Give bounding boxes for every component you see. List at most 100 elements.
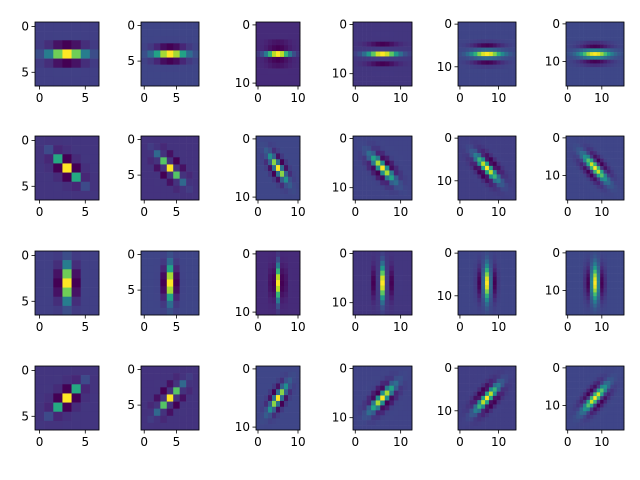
heatmap-cell — [186, 50, 193, 58]
heatmap-cell — [606, 70, 611, 75]
heatmap-cell — [566, 162, 570, 167]
heatmap-cell — [610, 169, 615, 174]
heatmap-cell — [362, 155, 367, 161]
heatmap-cell — [366, 56, 372, 62]
heatmap-cell — [610, 147, 615, 152]
heatmap-cell — [500, 195, 505, 201]
heatmap-cell — [485, 268, 490, 273]
heatmap-cell — [398, 425, 404, 431]
heatmap-cell — [186, 185, 193, 194]
heatmap-cell — [357, 280, 363, 286]
heatmap-cell — [284, 268, 289, 275]
heatmap-cell — [596, 381, 601, 386]
heatmap-cell — [593, 196, 597, 201]
heatmap-cell — [566, 154, 570, 159]
heatmap-cell — [603, 369, 608, 374]
heatmap-cell — [402, 51, 408, 57]
heatmap-cell — [508, 39, 513, 44]
heatmap-cell — [276, 400, 281, 408]
heatmap-cell — [296, 383, 301, 390]
heatmap-cell — [166, 178, 174, 187]
heatmap-cell — [596, 37, 601, 42]
heatmap-cell — [500, 383, 505, 388]
heatmap-cell — [600, 288, 604, 293]
heatmap-cell — [53, 163, 63, 173]
heatmap-cell — [469, 408, 474, 414]
heatmap-cell — [508, 289, 513, 294]
heatmap-cell — [461, 412, 467, 418]
heatmap-cell — [508, 391, 513, 397]
heatmap-cell — [603, 296, 608, 301]
heatmap-cell — [296, 188, 301, 195]
heatmap-cell — [496, 391, 501, 397]
heatmap-cell — [610, 426, 615, 431]
heatmap-cell — [296, 165, 301, 172]
heatmap-cell — [272, 136, 277, 143]
heatmap-cell — [384, 150, 390, 156]
heatmap-cell — [613, 55, 618, 60]
heatmap-cell — [512, 280, 517, 286]
heatmap-cell — [179, 380, 187, 388]
heatmap-cell — [398, 265, 404, 271]
heatmap-cell — [488, 370, 494, 375]
heatmap-cell — [353, 185, 358, 191]
heatmap-cell — [473, 43, 478, 48]
heatmap-cell — [485, 22, 490, 27]
heatmap-cell — [492, 43, 497, 48]
heatmap-cell — [292, 170, 297, 178]
heatmap-cell — [613, 48, 618, 53]
heatmap-cell — [589, 396, 594, 401]
heatmap-cell — [572, 251, 577, 256]
heatmap-cell — [362, 310, 367, 316]
heatmap-cell — [465, 395, 470, 401]
heatmap-cell — [477, 310, 482, 316]
heatmap-cell — [71, 375, 82, 385]
heatmap-cell — [473, 22, 478, 27]
heatmap-cell — [606, 63, 611, 68]
heatmap-cell — [384, 51, 390, 57]
heatmap-cell — [504, 387, 509, 392]
heatmap-cell — [280, 406, 285, 413]
heatmap-cell — [256, 56, 261, 64]
heatmap-cell — [465, 306, 470, 312]
heatmap-cell — [469, 276, 474, 282]
heatmap-cell — [398, 270, 404, 276]
heatmap-cell — [583, 381, 587, 386]
heatmap-cell — [256, 74, 261, 81]
heatmap-cell — [613, 303, 618, 308]
heatmap-cell — [35, 172, 45, 183]
heatmap-cell — [512, 191, 517, 197]
heatmap-cell — [153, 36, 161, 44]
heatmap-cell — [362, 415, 367, 421]
heatmap-cell — [583, 281, 587, 286]
heatmap-cell — [596, 48, 601, 53]
heatmap-cell — [606, 196, 611, 201]
heatmap-cell — [192, 178, 200, 187]
heatmap-cell — [589, 426, 594, 431]
heatmap-cell — [260, 74, 265, 81]
heatmap-cell — [485, 374, 490, 380]
heatmap-cell — [357, 405, 363, 411]
heatmap-cell — [264, 80, 269, 87]
heatmap-cell — [461, 22, 467, 27]
heatmap-cell — [496, 412, 501, 418]
heatmap-cell — [566, 277, 570, 282]
heatmap-cell — [492, 297, 497, 303]
heatmap-cell — [62, 49, 72, 59]
heatmap-cell — [179, 150, 187, 158]
heatmap-cell — [398, 170, 404, 176]
heatmap-cell — [179, 307, 187, 316]
heatmap-cell — [586, 384, 591, 389]
heatmap-cell — [500, 251, 505, 256]
heatmap-cell — [600, 299, 604, 304]
heatmap-cell — [617, 44, 621, 49]
heatmap-cell — [576, 184, 580, 189]
heatmap-cell — [268, 280, 273, 287]
heatmap-cell — [357, 165, 363, 171]
heatmap-cell — [566, 403, 570, 408]
heatmap-cell — [153, 293, 161, 302]
heatmap-cell — [613, 151, 618, 156]
heatmap-cell — [402, 175, 408, 181]
heatmap-cell — [596, 277, 601, 282]
heatmap-cell — [606, 292, 611, 297]
